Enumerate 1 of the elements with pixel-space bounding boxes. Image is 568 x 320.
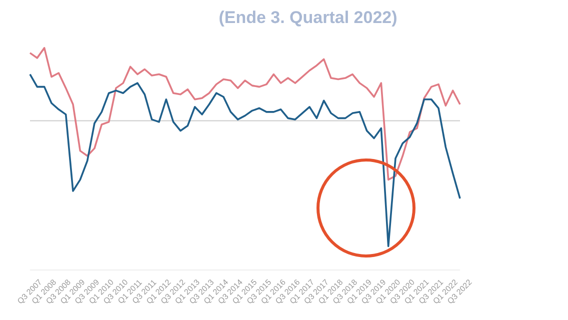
chart-title: (Ende 3. Quartal 2022) <box>218 8 398 28</box>
